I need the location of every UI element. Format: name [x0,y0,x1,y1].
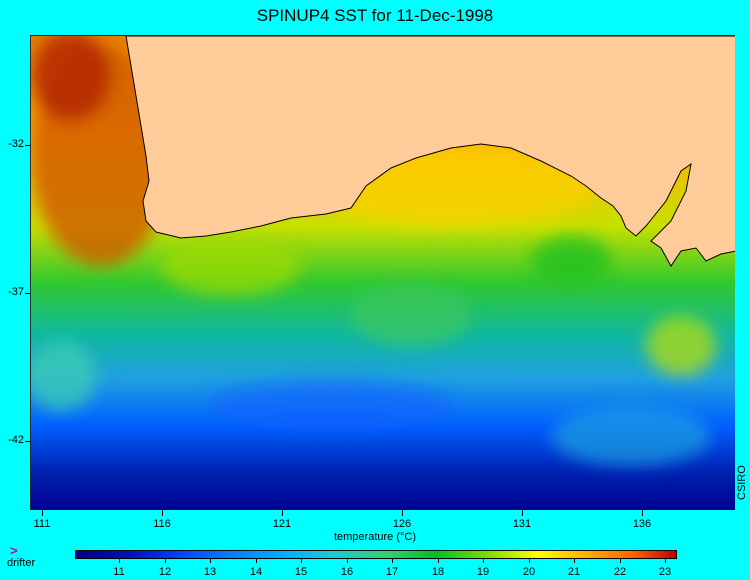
lon-label-3: 121 [272,518,292,530]
lat-label-1: -32 [8,138,24,150]
colorbar-tick-label: 19 [476,566,490,578]
colorbar-tick [483,558,484,563]
lon-label-6: 136 [632,518,652,530]
lon-label-2: 116 [153,518,171,530]
colorbar-tick [256,558,257,563]
lat-label-3: -42 [8,434,24,446]
lat-label-2: -37 [8,286,24,298]
colorbar-tick-label: 12 [158,566,172,578]
colorbar-tick [165,558,166,563]
colorbar-tick-label: 22 [613,566,627,578]
colorbar-tick-label: 16 [340,566,354,578]
drifter-legend-icon: > [10,543,18,558]
lon-tick-1 [42,510,43,516]
colorbar-tick-label: 14 [249,566,263,578]
colorbar-tick-label: 17 [385,566,399,578]
lon-tick-4 [402,510,403,516]
lat-tick-2 [25,293,31,294]
lon-tick-2 [162,510,163,516]
colorbar-tick-label: 18 [431,566,445,578]
colorbar-tick-label: 23 [658,566,672,578]
colorbar-tick [620,558,621,563]
drifter-legend-label: drifter [7,557,36,569]
lon-tick-5 [522,510,523,516]
colorbar-tick [574,558,575,563]
lon-label-1: 111 [33,518,51,530]
colorbar-title: temperature (°C) [333,531,417,543]
colorbar-tick [438,558,439,563]
lon-tick-6 [642,510,643,516]
colorbar-tick [665,558,666,563]
lat-tick-3 [25,441,31,442]
colorbar-tick [347,558,348,563]
lon-label-4: 126 [392,518,412,530]
colorbar-tick [210,558,211,563]
colorbar-tick-label: 20 [522,566,536,578]
colorbar-tick [529,558,530,563]
colorbar-tick-label: 11 [113,566,125,578]
sst-eddies [31,36,716,466]
land-mass [125,36,735,267]
colorbar-tick-label: 13 [203,566,217,578]
lat-tick-1 [25,145,31,146]
colorbar-tick [392,558,393,563]
colorbar-tick-label: 21 [567,566,581,578]
sst-map [30,35,735,510]
colorbar [75,550,677,559]
colorbar-tick-label: 15 [294,566,308,578]
lon-label-5: 131 [512,518,532,530]
map-title: SPINUP4 SST for 11-Dec-1998 [256,6,494,25]
lon-tick-3 [282,510,283,516]
colorbar-tick [301,558,302,563]
credit-label: CSIRO [736,465,748,500]
sst-field [31,36,735,510]
colorbar-tick [119,558,120,563]
